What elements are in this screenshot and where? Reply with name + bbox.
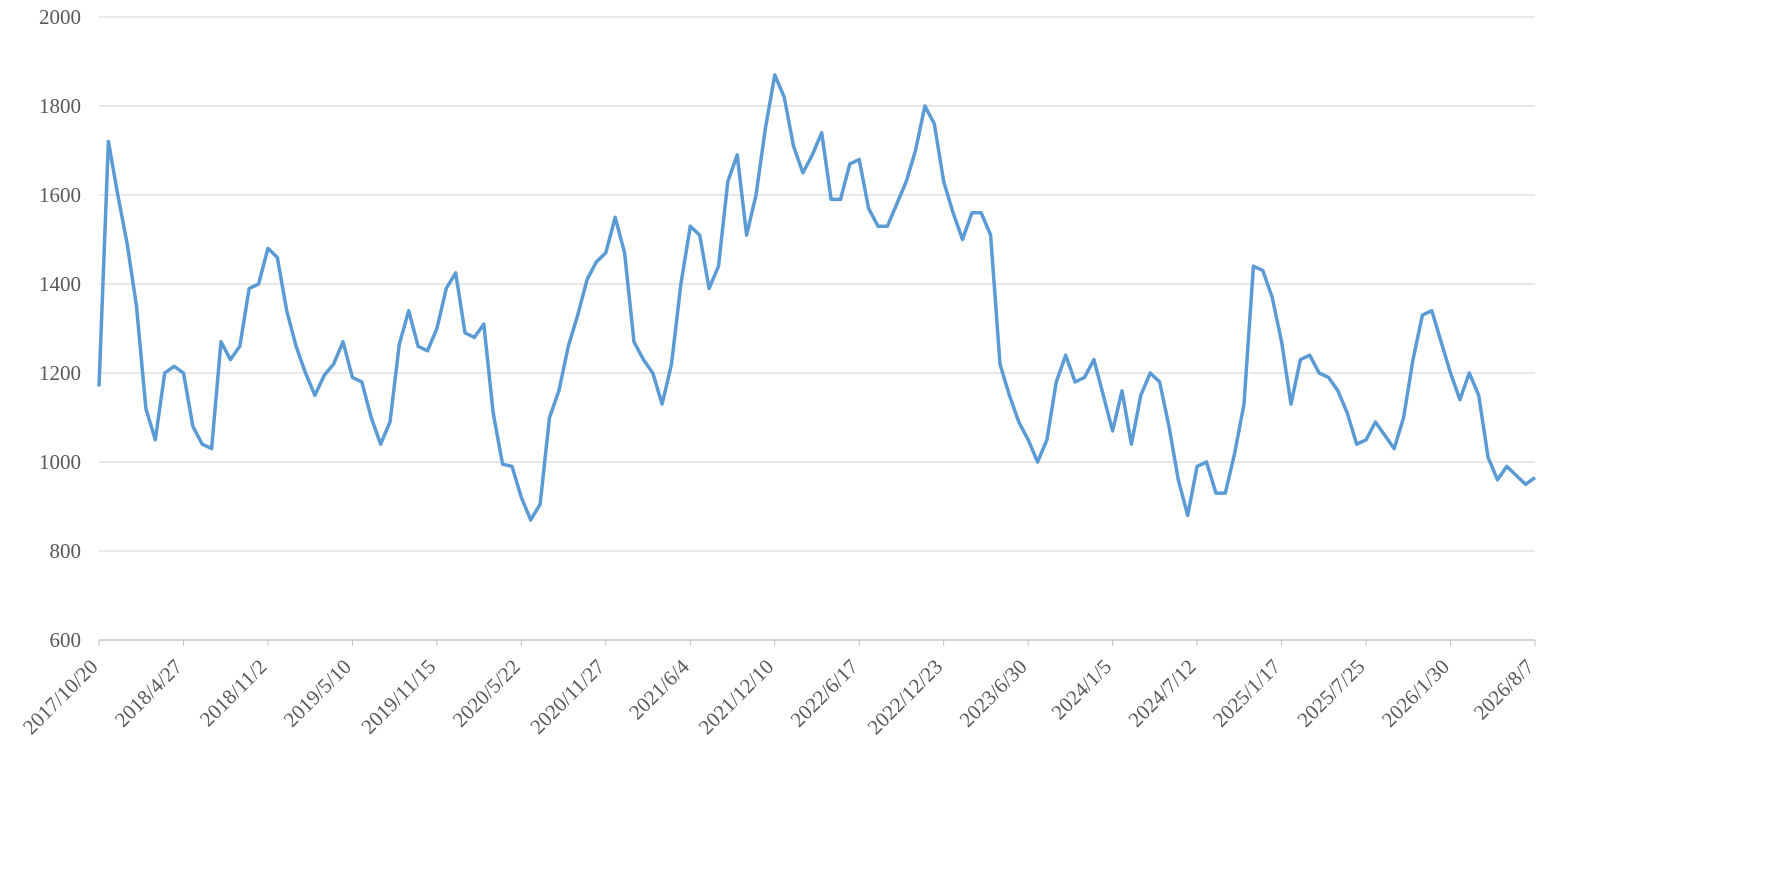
x-tick-label: 2023/6/30 [955,655,1032,732]
x-tick-label: 2022/6/17 [786,655,863,732]
x-tick-label: 2021/12/10 [694,655,779,740]
x-tick-label: 2018/11/2 [195,655,272,732]
y-tick-label: 1000 [39,450,81,474]
y-tick-label: 1200 [39,361,81,385]
x-tick-label: 2025/1/17 [1208,655,1285,732]
x-tick-label: 2018/4/27 [110,655,187,732]
x-tick-label: 2020/5/22 [448,655,525,732]
x-tick-label: 2025/7/25 [1292,655,1369,732]
x-tick-label: 2024/1/5 [1046,655,1116,725]
line-series [97,73,1537,522]
x-tick-label: 2026/8/7 [1469,655,1539,725]
x-tick-label: 2022/12/23 [863,655,948,740]
x-tick-label: 2019/11/15 [356,655,440,739]
x-tick-label: 2024/7/12 [1123,655,1200,732]
x-tick-label: 2021/6/4 [624,654,694,724]
y-tick-label: 800 [50,539,82,563]
y-tick-label: 600 [50,628,82,652]
y-tick-label: 1400 [39,272,81,296]
y-tick-label: 2000 [39,5,81,29]
y-tick-label: 1600 [39,183,81,207]
y-tick-label: 1800 [39,94,81,118]
x-tick-label: 2017/10/20 [18,655,103,740]
x-tick-label: 2019/5/10 [279,655,356,732]
x-tick-label: 2026/1/30 [1377,655,1454,732]
x-tick-label: 2020/11/27 [525,655,609,739]
